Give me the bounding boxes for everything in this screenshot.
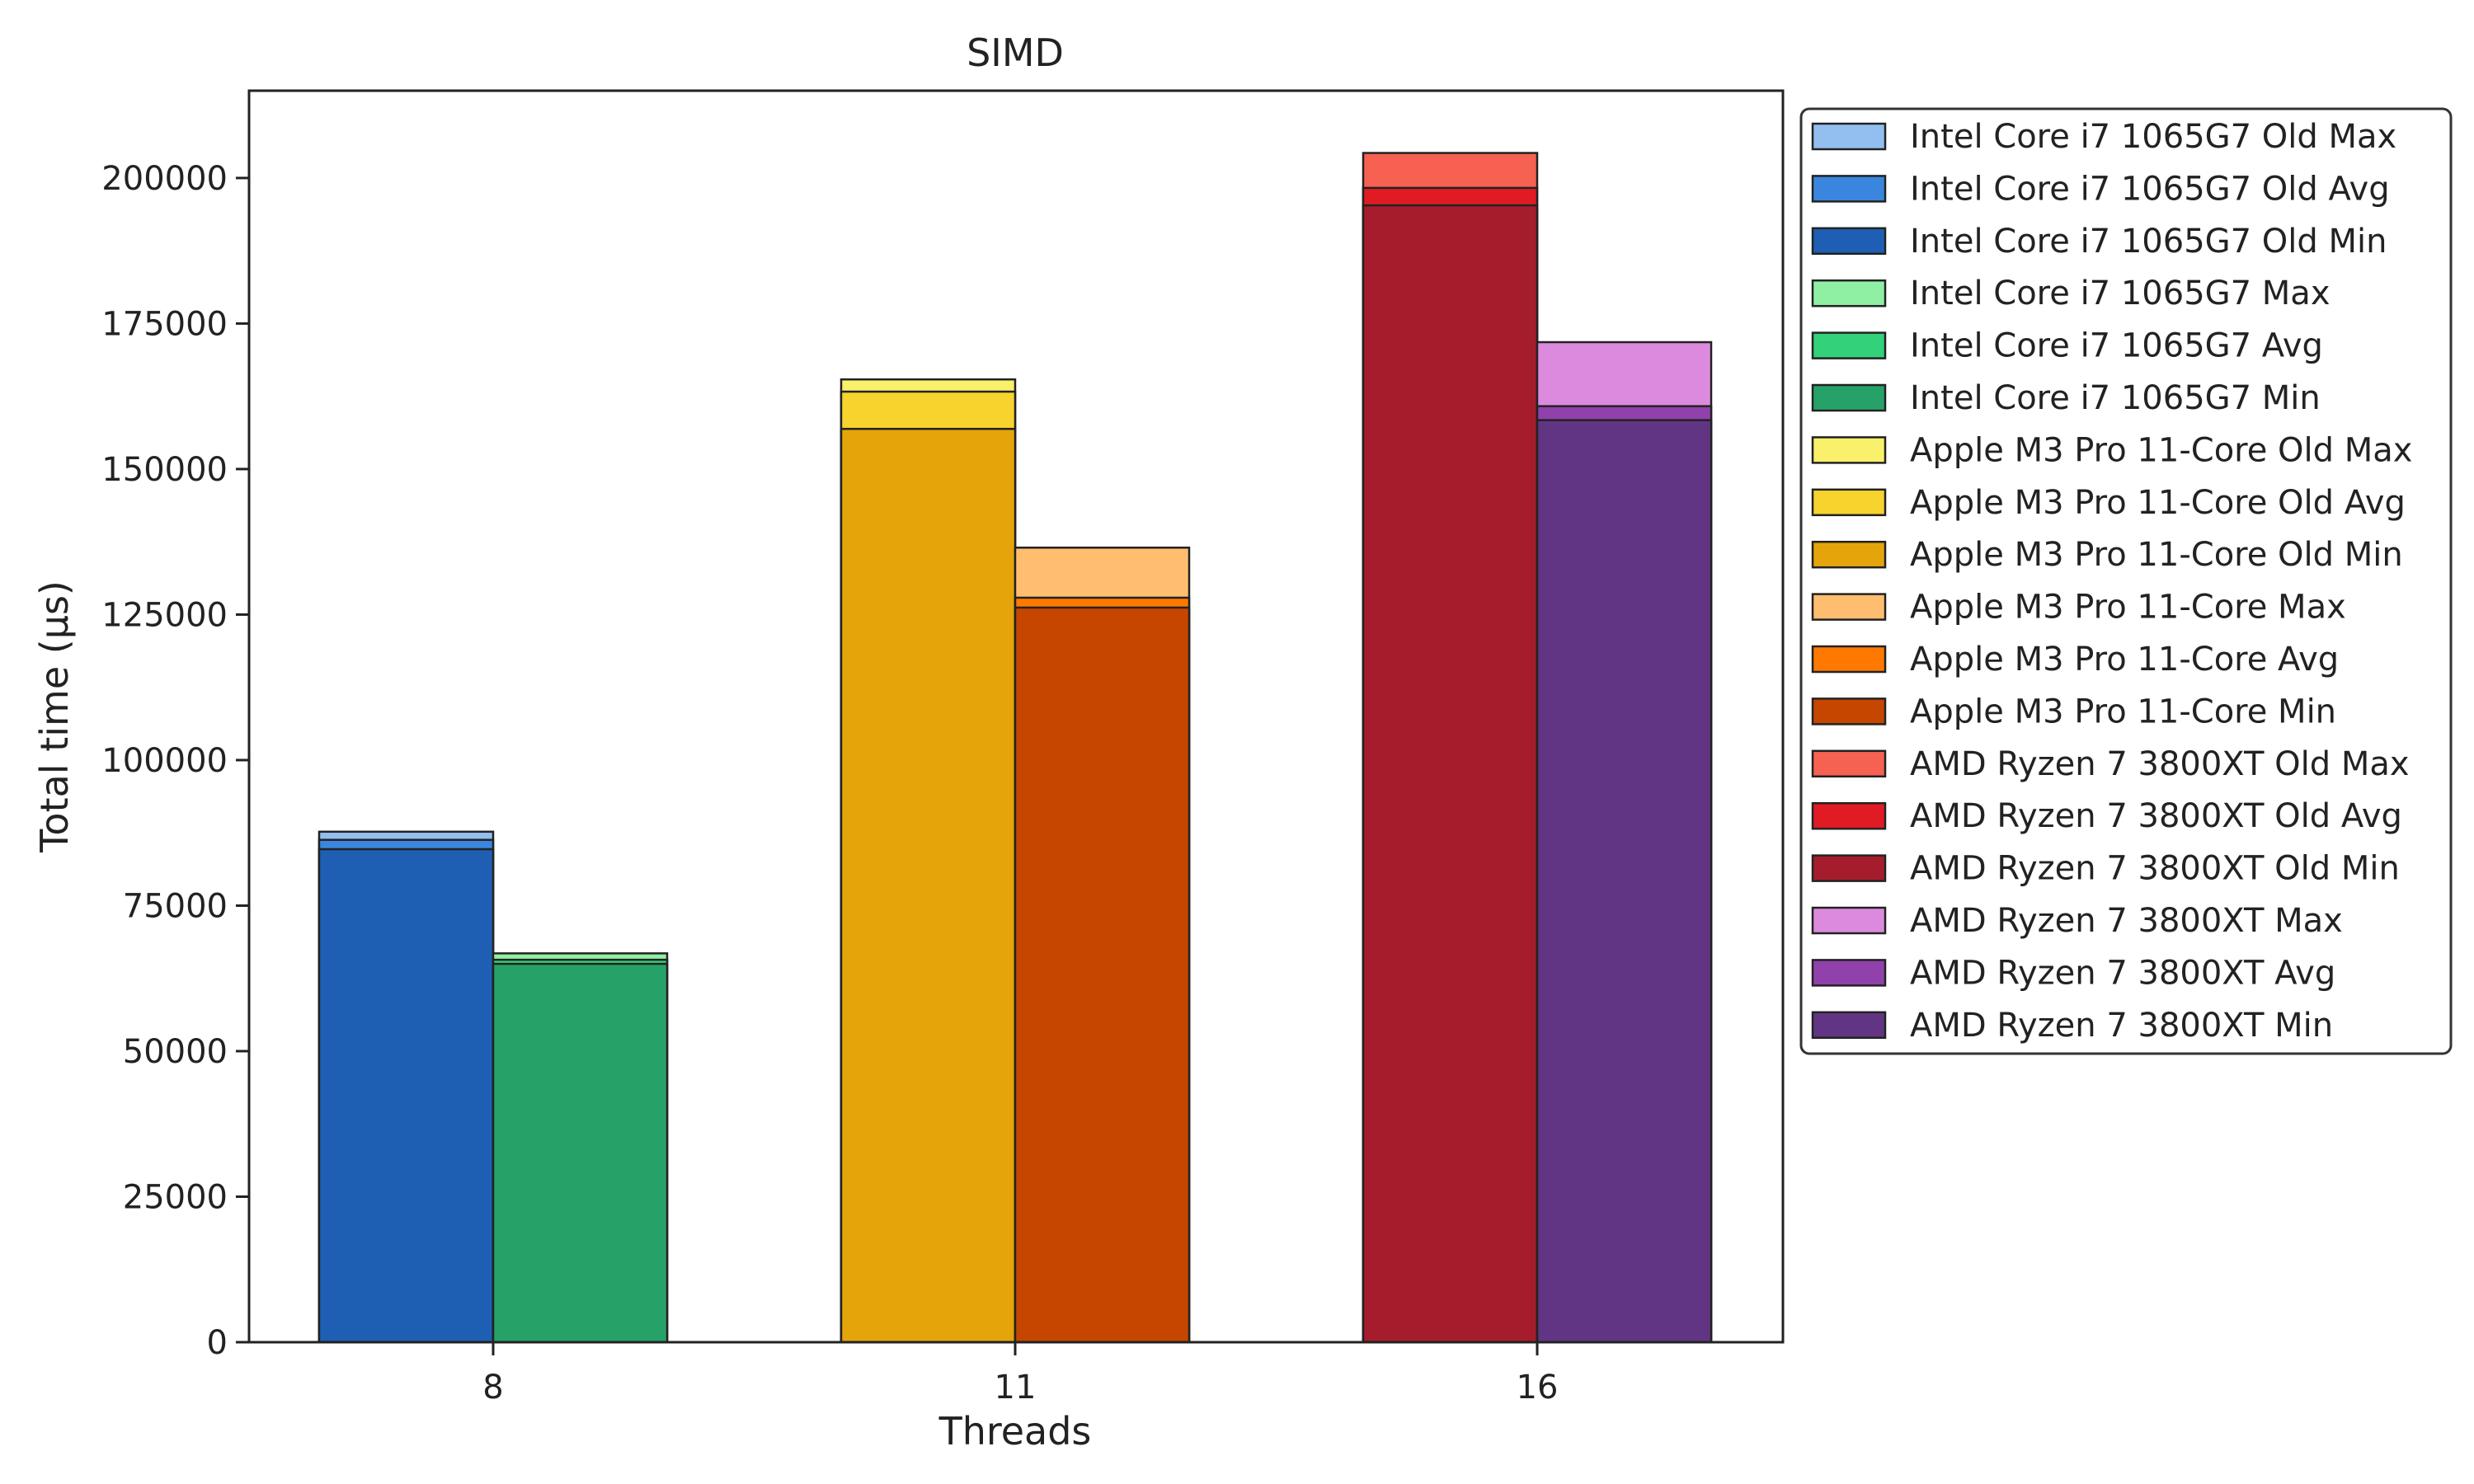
legend-label: Intel Core i7 1065G7 Avg: [1910, 327, 2323, 365]
y-tick-label: 100000: [101, 742, 228, 780]
legend-label: AMD Ryzen 7 3800XT Min: [1910, 1007, 2333, 1045]
x-axis: 8 11 16: [482, 1342, 1558, 1407]
legend-frame: [1799, 107, 2453, 1055]
legend-label: Intel Core i7 1065G7 Old Min: [1910, 223, 2387, 261]
legend-swatch: [1811, 697, 1887, 726]
legend: Intel Core i7 1065G7 Old Max Intel Core i…: [1799, 107, 2453, 1055]
legend-swatch: [1811, 801, 1887, 830]
y-tick-label: 175000: [101, 305, 228, 343]
y-tick-label: 125000: [101, 596, 228, 634]
legend-swatch: [1811, 331, 1887, 359]
x-axis-title: Threads: [938, 1409, 1092, 1453]
legend-label: Apple M3 Pro 11-Core Old Max: [1910, 431, 2412, 469]
legend-swatch: [1811, 1011, 1887, 1040]
legend-label: AMD Ryzen 7 3800XT Max: [1910, 902, 2343, 940]
legend-swatch: [1811, 645, 1887, 674]
y-tick-label: 50000: [123, 1033, 228, 1071]
legend-swatch: [1811, 227, 1887, 256]
bar-16-new-min: [1536, 419, 1713, 1344]
bar-16-old-min: [1362, 204, 1539, 1344]
legend-swatch: [1811, 854, 1887, 882]
y-axis-title: Total time (µs): [32, 580, 77, 853]
legend-swatch: [1811, 383, 1887, 412]
legend-swatch: [1811, 749, 1887, 778]
chart-title: SIMD: [967, 31, 1064, 75]
legend-swatch: [1811, 540, 1887, 569]
legend-label: Apple M3 Pro 11-Core Old Min: [1910, 536, 2403, 574]
bars-layer: [317, 152, 1713, 1344]
legend-label: Apple M3 Pro 11-Core Old Avg: [1910, 484, 2406, 522]
legend-label: AMD Ryzen 7 3800XT Old Avg: [1910, 797, 2402, 835]
legend-swatch: [1811, 175, 1887, 203]
legend-label: Intel Core i7 1065G7 Old Avg: [1910, 170, 2390, 208]
legend-swatch: [1811, 279, 1887, 308]
bar-11-new-min: [1014, 606, 1191, 1344]
x-tick-label: 11: [995, 1369, 1037, 1407]
legend-label: Apple M3 Pro 11-Core Avg: [1910, 641, 2339, 679]
x-tick-label: 8: [482, 1369, 503, 1407]
bar-8-old-min: [317, 848, 495, 1344]
legend-label: Apple M3 Pro 11-Core Max: [1910, 589, 2346, 627]
legend-label: Intel Core i7 1065G7 Min: [1910, 379, 2321, 417]
legend-swatch: [1811, 959, 1887, 987]
legend-label: Intel Core i7 1065G7 Old Max: [1910, 118, 2396, 156]
y-tick-label: 0: [207, 1324, 228, 1362]
legend-swatch: [1811, 593, 1887, 621]
legend-swatch: [1811, 122, 1887, 151]
legend-swatch: [1811, 488, 1887, 517]
y-tick-label: 25000: [123, 1178, 228, 1216]
x-tick-label: 16: [1517, 1369, 1559, 1407]
bar-8-new-min: [492, 962, 669, 1344]
legend-label: Intel Core i7 1065G7 Max: [1910, 275, 2331, 312]
legend-label: AMD Ryzen 7 3800XT Old Max: [1910, 745, 2410, 783]
legend-label: Apple M3 Pro 11-Core Min: [1910, 693, 2336, 730]
y-tick-label: 200000: [101, 160, 228, 198]
legend-label: AMD Ryzen 7 3800XT Avg: [1910, 954, 2335, 992]
y-tick-label: 150000: [101, 451, 228, 489]
y-axis: 0 25000 50000 75000 100000 125000 150000 175000…: [101, 160, 249, 1362]
bar-11-old-min: [840, 427, 1017, 1344]
legend-label: AMD Ryzen 7 3800XT Old Min: [1910, 850, 2400, 888]
legend-swatch: [1811, 906, 1887, 935]
y-tick-label: 75000: [123, 887, 228, 925]
legend-swatch: [1811, 436, 1887, 464]
